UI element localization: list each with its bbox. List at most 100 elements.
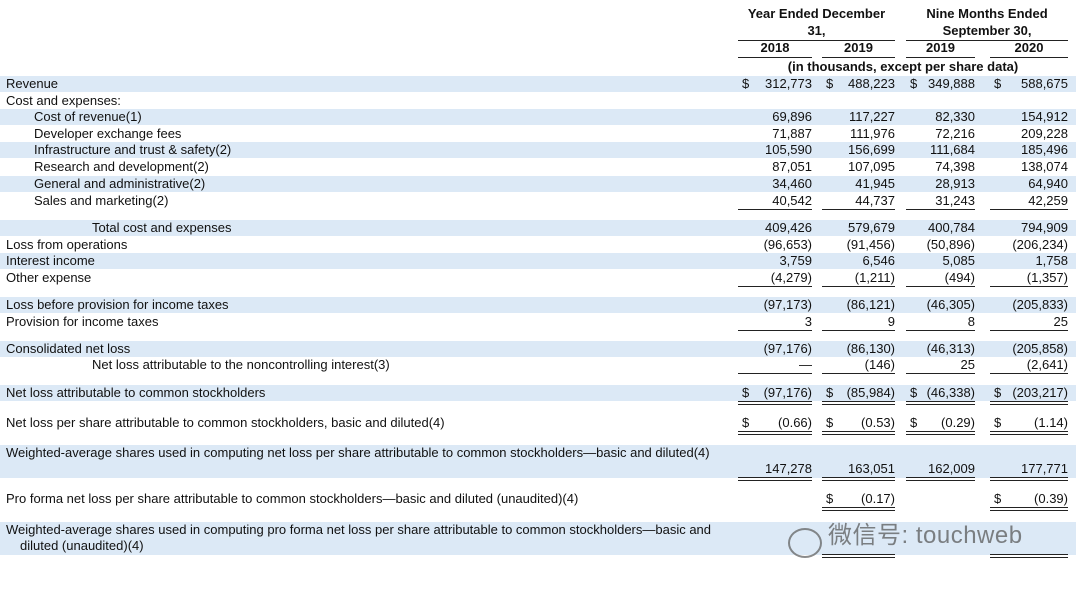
row-label: Revenue xyxy=(6,76,59,91)
cell-value: (86,130) xyxy=(846,341,895,356)
cell-value: 9 xyxy=(887,314,895,329)
row-label: Net loss attributable to common stockhol… xyxy=(6,385,266,400)
cell-value: 162,009 xyxy=(928,461,975,476)
cell-value: (1.14) xyxy=(1034,415,1068,430)
row-label: Developer exchange fees xyxy=(34,126,182,141)
cell-rule xyxy=(990,554,1068,558)
cell-rule xyxy=(822,431,895,435)
currency-sign: $ xyxy=(910,76,918,91)
year-header: 2019 xyxy=(844,40,873,55)
cell-rule xyxy=(738,330,812,331)
cell-value: 40,542 xyxy=(772,193,812,208)
currency-sign: $ xyxy=(826,385,834,400)
cell-rule xyxy=(906,373,975,374)
cell-value: (0.17) xyxy=(861,491,895,506)
group-header: Year Ended December 31, xyxy=(747,6,886,38)
cell-value: 34,460 xyxy=(772,176,812,191)
row-label: Total cost and expenses xyxy=(92,220,232,235)
cell-rule xyxy=(906,330,975,331)
cell-value: 8 xyxy=(967,314,975,329)
cell-value: 409,426 xyxy=(765,220,812,235)
row-band xyxy=(0,176,1076,192)
currency-sign: $ xyxy=(742,385,750,400)
cell-rule xyxy=(906,209,975,210)
cell-value: 138,074 xyxy=(1021,159,1068,174)
row-band xyxy=(0,76,1076,92)
cell-value: (46,305) xyxy=(926,297,975,312)
cell-value: (46,338) xyxy=(926,385,975,400)
cell-value: 64,940 xyxy=(1028,176,1068,191)
cell-value: (146) xyxy=(864,357,895,372)
cell-value: 42,259 xyxy=(1028,193,1068,208)
year-rule xyxy=(738,57,812,58)
currency-sign: $ xyxy=(826,415,834,430)
cell-value: 147,278 xyxy=(765,461,812,476)
cell-rule xyxy=(738,431,812,435)
cell-value: 154,912 xyxy=(1021,109,1068,124)
cell-value: 25 xyxy=(1053,314,1068,329)
cell-value: (97,176) xyxy=(763,341,812,356)
row-label: Consolidated net loss xyxy=(6,341,131,356)
row-label: Other expense xyxy=(6,270,92,285)
currency-sign: $ xyxy=(742,76,750,91)
row-label: Cost of revenue(1) xyxy=(34,109,142,124)
cell-rule xyxy=(738,209,812,210)
row-label: Cost and expenses: xyxy=(6,93,121,108)
cell-value: 6,546 xyxy=(862,253,895,268)
cell-rule xyxy=(822,286,895,287)
cell-rule xyxy=(990,477,1068,481)
currency-sign: $ xyxy=(994,76,1002,91)
cell-value: 111,976 xyxy=(849,126,895,141)
cell-value: 588,675 xyxy=(1021,76,1068,91)
row-band xyxy=(0,385,1076,401)
cell-value: 1,758 xyxy=(1035,253,1068,268)
cell-rule xyxy=(990,401,1068,405)
cell-value: 72,216 xyxy=(935,126,975,141)
cell-value: (203,217) xyxy=(1012,385,1068,400)
cell-value: (96,653) xyxy=(763,237,812,252)
currency-sign: $ xyxy=(910,385,918,400)
currency-sign: $ xyxy=(994,415,1002,430)
year-rule xyxy=(906,57,975,58)
cell-value: 488,223 xyxy=(848,76,895,91)
cell-value: (97,176) xyxy=(763,385,812,400)
row-label: Sales and marketing(2) xyxy=(34,193,169,208)
cell-value: 3,759 xyxy=(779,253,812,268)
cell-rule xyxy=(738,401,812,405)
unit-note: (in thousands, except per share data) xyxy=(787,59,1019,74)
watermark-icon xyxy=(788,528,822,558)
cell-value: 107,095 xyxy=(848,159,895,174)
cell-value: (86,121) xyxy=(846,297,895,312)
cell-value: 177,771 xyxy=(1021,461,1068,476)
cell-rule xyxy=(990,373,1068,374)
cell-value: 82,330 xyxy=(935,109,975,124)
row-label: Net loss per share attributable to commo… xyxy=(6,415,445,430)
row-label: Weighted-average shares used in computin… xyxy=(6,445,710,460)
cell-value: — xyxy=(799,357,812,372)
cell-value: (50,896) xyxy=(926,237,975,252)
header-rule xyxy=(738,40,895,41)
cell-value: 117,227 xyxy=(848,109,895,124)
row-label: Weighted-average shares used in computin… xyxy=(6,522,712,553)
cell-value: (205,833) xyxy=(1012,297,1068,312)
cell-rule xyxy=(822,507,895,511)
cell-value: (206,234) xyxy=(1012,237,1068,252)
cell-rule xyxy=(738,477,812,481)
cell-value: 87,051 xyxy=(772,159,812,174)
row-band xyxy=(0,297,1076,313)
cell-rule xyxy=(822,554,895,558)
cell-value: 209,228 xyxy=(1021,126,1068,141)
cell-rule xyxy=(990,431,1068,435)
row-label: Net loss attributable to the noncontroll… xyxy=(92,357,390,372)
currency-sign: $ xyxy=(910,415,918,430)
cell-value: 185,496 xyxy=(1021,142,1068,157)
row-band xyxy=(0,142,1076,158)
currency-sign: $ xyxy=(742,415,750,430)
cell-value: 312,773 xyxy=(765,76,812,91)
row-band xyxy=(0,341,1076,357)
cell-value: (1,357) xyxy=(1026,270,1068,285)
cell-value: 71,887 xyxy=(772,126,812,141)
cell-rule xyxy=(822,477,895,481)
cell-value: 44,737 xyxy=(855,193,895,208)
currency-sign: $ xyxy=(994,491,1002,506)
